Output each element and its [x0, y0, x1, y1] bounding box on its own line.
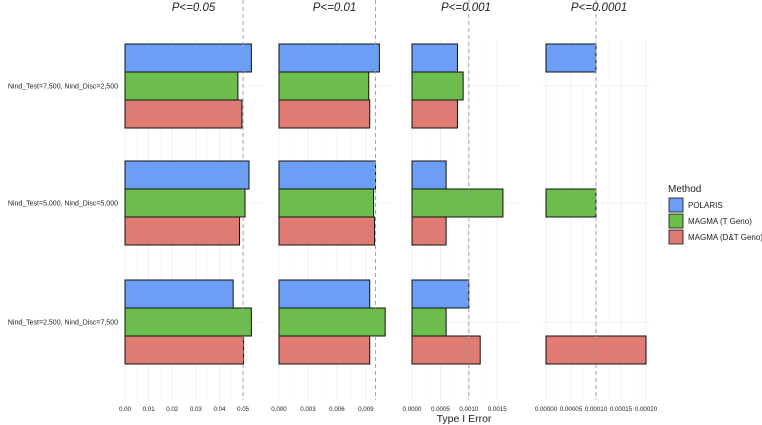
bar	[278, 279, 371, 309]
x-tick-label: 0.00015	[610, 406, 633, 413]
bar	[411, 335, 481, 365]
bar	[124, 188, 246, 218]
bar	[411, 99, 458, 129]
text-layer: Type I Error Method P<=0.05 0.00 0.01 0.02 0…	[8, 2, 702, 425]
bar	[278, 160, 377, 190]
x-tick-label: 0.0000	[403, 406, 422, 413]
bar	[411, 307, 447, 337]
panel-title: P<=0.001	[441, 2, 491, 14]
bar	[411, 279, 470, 309]
panel-title: P<=0.01	[313, 2, 356, 14]
bar	[124, 216, 241, 246]
x-tick-label: 0.05	[237, 406, 250, 413]
x-tick-label: 0.0005	[431, 406, 450, 413]
bar	[124, 160, 250, 190]
legend-swatch	[668, 229, 684, 245]
bars-layer	[124, 43, 647, 365]
bar	[545, 188, 597, 218]
panel-title: P<=0.0001	[571, 2, 627, 14]
bar	[411, 188, 504, 218]
x-tick-label: 0.00	[119, 406, 132, 413]
x-tick-label: 0.003	[300, 406, 316, 413]
bar	[124, 335, 245, 365]
bar	[278, 71, 370, 101]
bar	[124, 99, 243, 129]
x-tick-label: 0.00005	[560, 406, 583, 413]
legend-label: MAGMA (T Geno)	[688, 217, 752, 226]
legend-label: MAGMA (D&T Geno)	[688, 233, 762, 242]
legend-swatch	[668, 197, 684, 213]
bar	[124, 279, 234, 309]
bar	[278, 216, 376, 246]
row-label: Nind_Test=5,000, Nind_Disc=5,000	[8, 201, 118, 208]
panel-title: P<=0.05	[172, 2, 216, 14]
x-tick-label: 0.01	[143, 406, 156, 413]
x-tick-label: 0.03	[190, 406, 203, 413]
bar	[278, 99, 371, 129]
bar	[278, 188, 375, 218]
bar	[411, 71, 464, 101]
x-tick-label: 0.0015	[488, 406, 507, 413]
x-tick-label: 0.04	[213, 406, 226, 413]
x-tick-label: 0.000	[271, 406, 287, 413]
legend-swatch	[668, 213, 684, 229]
x-tick-label: 0.006	[329, 406, 345, 413]
bar	[124, 43, 252, 73]
x-tick-label: 0.00010	[585, 406, 608, 413]
legend-title: Method	[668, 184, 701, 195]
bar	[124, 307, 252, 337]
x-tick-label: 0.0010	[459, 406, 478, 413]
x-tick-label: 0.00000	[535, 406, 558, 413]
bar	[124, 71, 239, 101]
bar	[411, 160, 447, 190]
x-axis-title: Type I Error	[437, 413, 492, 425]
row-label: Nind_Test=2,500, Nind_Disc=7,500	[8, 320, 118, 327]
legend: POLARIS MAGMA (T Geno) MAGMA (D&T Geno)	[668, 197, 762, 245]
bar	[545, 43, 597, 73]
x-tick-label: 0.009	[358, 406, 374, 413]
row-label: Nind_Test=7,500, Nind_Disc=2,500	[8, 84, 118, 91]
bar	[411, 216, 447, 246]
x-tick-label: 0.02	[166, 406, 179, 413]
legend-label: POLARIS	[688, 201, 723, 210]
bar	[278, 43, 380, 73]
bar	[278, 307, 386, 337]
x-tick-label: 0.00020	[635, 406, 658, 413]
threshold-layer	[242, 0, 597, 400]
bar	[278, 335, 371, 365]
bar	[411, 43, 458, 73]
